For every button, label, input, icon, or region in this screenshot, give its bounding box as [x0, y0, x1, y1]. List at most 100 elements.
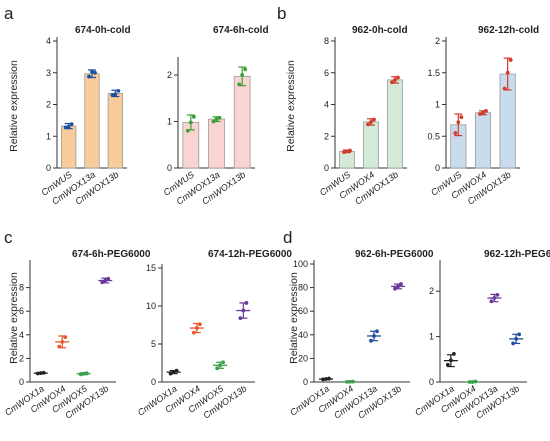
- y-axis-label-a: Relative expression: [8, 60, 20, 152]
- y-tick-label: 0: [435, 163, 440, 173]
- y-axis-label-d: Relative expression: [288, 272, 300, 364]
- data-point: [351, 379, 355, 384]
- data-point: [185, 128, 190, 133]
- data-point: [369, 120, 373, 124]
- y-axis-label-b: Relative expression: [285, 60, 297, 152]
- bar: [474, 112, 492, 169]
- data-point: [241, 308, 246, 313]
- plot-title: 962-6h-PEG6000: [355, 249, 434, 260]
- plot-6: 674-12h-PEG6000051015CmWOX1aCmWOX4CmWOX5…: [136, 249, 293, 421]
- data-point: [41, 370, 46, 375]
- plot-7: 962-6h-PEG6000020406080100CmWOX1aCmWOX4C…: [288, 249, 434, 421]
- y-tick-label: 1: [46, 131, 51, 141]
- data-point: [390, 80, 394, 85]
- chart-plots: 674-0h-cold01234CmWUSCmWOX13aCmWOX13b674…: [3, 25, 550, 421]
- data-point: [84, 371, 89, 376]
- data-point: [470, 380, 475, 384]
- data-point: [103, 278, 108, 283]
- data-point: [372, 117, 376, 122]
- data-point: [57, 344, 62, 349]
- data-point: [66, 124, 71, 129]
- data-point: [514, 336, 519, 341]
- y-tick-label: 1: [435, 100, 440, 110]
- y-tick-label: 15: [146, 263, 156, 273]
- y-tick-label: 0: [429, 377, 434, 387]
- data-point: [38, 371, 43, 376]
- data-point: [508, 58, 513, 62]
- y-tick-label: 5: [151, 339, 156, 349]
- panel-letter-a: a: [4, 4, 14, 23]
- y-tick-label: 80: [298, 283, 308, 293]
- y-tick-label: 0: [46, 163, 51, 173]
- plot-title: 674-0h-cold: [75, 25, 131, 36]
- plot-5: 674-6h-PEG600002468CmWOX1aCmWOX4CmWOX5Cm…: [3, 249, 151, 421]
- y-tick-label: 1.5: [427, 68, 440, 78]
- y-tick-label: 60: [298, 306, 308, 316]
- data-point: [194, 326, 199, 330]
- data-point: [69, 122, 74, 127]
- data-point: [168, 371, 173, 376]
- data-point: [456, 120, 461, 125]
- bar: [339, 150, 355, 169]
- data-point: [473, 379, 478, 384]
- data-point: [393, 286, 397, 291]
- y-tick-label: 2: [46, 100, 51, 110]
- data-point: [110, 93, 115, 97]
- data-point: [505, 70, 510, 75]
- bar: [233, 75, 251, 169]
- y-tick-label: 8: [324, 36, 329, 46]
- data-point: [60, 339, 65, 344]
- data-point: [238, 316, 243, 321]
- y-tick-label: 2: [324, 131, 329, 141]
- data-point: [453, 131, 458, 135]
- y-tick-label: 2: [19, 353, 24, 363]
- y-tick-label: 0.5: [427, 131, 440, 141]
- y-tick-label: 1: [167, 116, 172, 126]
- data-point: [171, 370, 176, 375]
- data-point: [348, 148, 352, 153]
- y-tick-label: 0: [167, 163, 172, 173]
- data-point: [217, 115, 222, 120]
- y-tick-label: 20: [298, 353, 308, 363]
- y-tick-label: 0: [151, 377, 156, 387]
- data-point: [221, 360, 226, 365]
- y-tick-label: 0: [303, 377, 308, 387]
- bar: [107, 92, 123, 169]
- y-tick-label: 4: [324, 100, 329, 110]
- data-point: [197, 322, 202, 327]
- plot-title: 962-12h-PEG6000: [484, 249, 550, 260]
- bar: [61, 125, 77, 169]
- data-point: [342, 150, 346, 155]
- bar: [363, 121, 379, 169]
- data-point: [191, 114, 196, 119]
- data-point: [243, 67, 248, 72]
- data-point: [451, 351, 456, 356]
- data-point: [448, 358, 453, 363]
- data-point: [372, 334, 376, 338]
- bar: [84, 73, 100, 169]
- data-point: [215, 366, 220, 371]
- plot-title: 674-6h-PEG6000: [72, 249, 151, 260]
- panel-letter-b: b: [277, 4, 286, 23]
- data-point: [492, 296, 497, 300]
- panel-letter-d: d: [283, 228, 292, 247]
- data-point: [218, 363, 223, 368]
- data-point: [459, 115, 464, 120]
- y-tick-label: 0: [19, 377, 24, 387]
- data-point: [495, 292, 500, 297]
- plot-title: 674-12h-PEG6000: [208, 249, 292, 260]
- data-point: [375, 329, 379, 334]
- data-point: [90, 69, 94, 74]
- data-point: [393, 77, 397, 82]
- data-point: [87, 74, 91, 79]
- y-tick-label: 2: [167, 70, 172, 80]
- y-tick-label: 2: [435, 36, 440, 46]
- data-point: [324, 377, 328, 381]
- data-point: [63, 335, 68, 340]
- data-point: [321, 377, 325, 382]
- plot-8: 962-12h-PEG6000012CmWOX1aCmWOX4CmWOX13aC…: [413, 249, 550, 421]
- y-tick-label: 3: [46, 68, 51, 78]
- data-point: [396, 284, 400, 289]
